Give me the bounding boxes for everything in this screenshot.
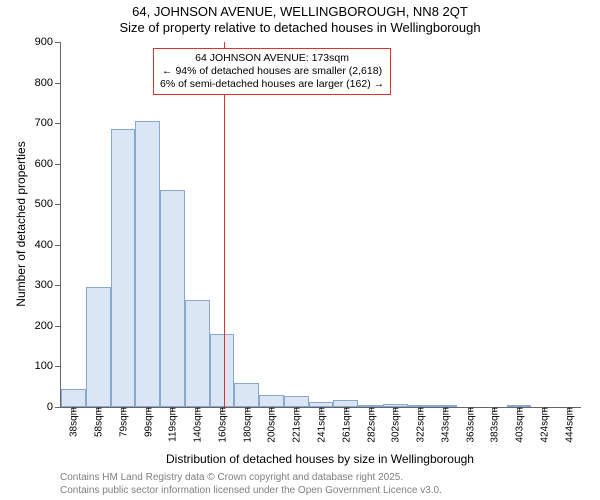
- bar: [160, 190, 185, 407]
- page-title-line1: 64, JOHNSON AVENUE, WELLINGBOROUGH, NN8 …: [0, 4, 600, 19]
- bar: [185, 300, 210, 407]
- bar: [333, 400, 358, 407]
- footer-line1: Contains HM Land Registry data © Crown c…: [60, 472, 442, 485]
- x-tick-label: 282sqm: [364, 407, 377, 443]
- bar: [234, 383, 259, 407]
- x-tick-label: 140sqm: [191, 407, 204, 443]
- x-tick-label: 221sqm: [290, 407, 303, 443]
- x-tick-label: 322sqm: [414, 407, 427, 443]
- annotation-line1: ← 94% of detached houses are smaller (2,…: [160, 65, 384, 78]
- bar: [284, 396, 309, 407]
- footer-attribution: Contains HM Land Registry data © Crown c…: [60, 472, 442, 497]
- y-tick-label: 900: [35, 36, 61, 48]
- x-tick-label: 302sqm: [389, 407, 402, 443]
- y-tick-label: 100: [35, 360, 61, 372]
- y-tick-label: 700: [35, 117, 61, 129]
- y-tick-label: 0: [47, 401, 61, 413]
- y-tick-label: 600: [35, 158, 61, 170]
- x-tick-label: 241sqm: [315, 407, 328, 443]
- chart-container: 64, JOHNSON AVENUE, WELLINGBOROUGH, NN8 …: [0, 0, 600, 500]
- bar: [111, 129, 136, 407]
- bar: [259, 395, 284, 407]
- x-tick-label: 424sqm: [537, 407, 550, 443]
- y-tick-label: 800: [35, 77, 61, 89]
- x-tick-label: 343sqm: [438, 407, 451, 443]
- x-tick-label: 79sqm: [116, 407, 129, 437]
- plot-area: 64 JOHNSON AVENUE: 173sqm ← 94% of detac…: [60, 42, 581, 408]
- footer-line2: Contains public sector information licen…: [60, 485, 442, 498]
- x-tick-label: 363sqm: [463, 407, 476, 443]
- bar: [135, 121, 160, 407]
- x-tick-label: 58sqm: [92, 407, 105, 437]
- y-tick-label: 200: [35, 320, 61, 332]
- x-tick-label: 160sqm: [215, 407, 228, 443]
- page-title-line2: Size of property relative to detached ho…: [0, 20, 600, 35]
- x-tick-label: 444sqm: [562, 407, 575, 443]
- y-tick-label: 400: [35, 239, 61, 251]
- y-tick-label: 500: [35, 198, 61, 210]
- bar: [61, 389, 86, 407]
- x-tick-label: 99sqm: [141, 407, 154, 437]
- x-tick-label: 403sqm: [513, 407, 526, 443]
- annotation-line2: 6% of semi-detached houses are larger (1…: [160, 78, 384, 91]
- x-tick-label: 119sqm: [166, 407, 179, 442]
- x-tick-label: 180sqm: [240, 407, 253, 443]
- x-tick-label: 383sqm: [488, 407, 501, 443]
- annotation-box: 64 JOHNSON AVENUE: 173sqm ← 94% of detac…: [153, 48, 391, 95]
- y-tick-label: 300: [35, 279, 61, 291]
- bar: [86, 287, 111, 407]
- y-axis-label: Number of detached properties: [14, 141, 28, 306]
- annotation-title: 64 JOHNSON AVENUE: 173sqm: [160, 52, 384, 65]
- marker-line: [224, 42, 225, 407]
- x-axis-label: Distribution of detached houses by size …: [60, 452, 580, 466]
- x-tick-label: 200sqm: [265, 407, 278, 443]
- x-tick-label: 261sqm: [339, 407, 352, 443]
- x-tick-label: 38sqm: [67, 407, 80, 437]
- bar: [210, 334, 235, 407]
